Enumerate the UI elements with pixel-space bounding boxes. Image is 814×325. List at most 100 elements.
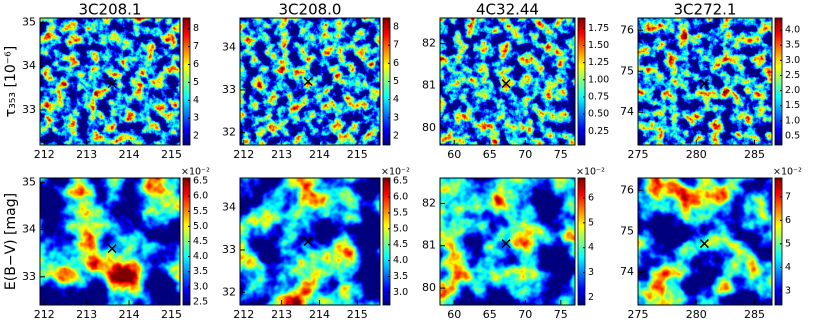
colorbar: [182, 17, 191, 146]
x-tick-label: 212: [233, 148, 254, 161]
colorbar-tick-label: 3: [588, 267, 594, 278]
x-tick-label: 213: [76, 148, 97, 161]
y-tick-label: 82: [422, 196, 436, 209]
colorbar-tick-label: 0.25: [588, 126, 609, 137]
x-tick-label: 213: [271, 148, 292, 161]
x-tick-label: 280: [686, 148, 707, 161]
panel-title: 3C272.1: [674, 1, 737, 19]
colorbar-tick-label: 6.5: [193, 176, 208, 187]
x-tick-label: 212: [233, 308, 254, 321]
colorbar-tick-label: 0.75: [588, 91, 609, 102]
colorbar-tick-label: 1.5: [785, 100, 800, 111]
colorbar-tick-label: 4: [193, 95, 199, 106]
x-tick-label: 213: [76, 308, 97, 321]
heatmap: [240, 18, 380, 145]
colorbar-tick-label: 5.0: [393, 223, 408, 234]
y-tick-label: 76: [620, 23, 634, 36]
x-tick-label: 214: [119, 148, 140, 161]
x-tick-label: 275: [628, 308, 649, 321]
heatmap: [638, 18, 772, 145]
colorbar-tick-label: 5: [785, 238, 791, 249]
y-tick-label: 33: [222, 243, 236, 256]
colorbar-tick-label: 2: [393, 130, 399, 141]
plot-frame: [39, 177, 181, 306]
y-tick-label: 34: [222, 201, 236, 214]
colorbar-offset-label: ×10⁻²: [381, 167, 410, 178]
colorbar-tick-label: 3.0: [193, 281, 208, 292]
colorbar-tick-label: 4: [393, 94, 399, 105]
panel-title: 4C32.44: [476, 1, 539, 19]
plot-frame: [439, 17, 576, 146]
source-marker: [699, 79, 709, 89]
x-tick-label: 285: [744, 148, 765, 161]
colorbar: [382, 177, 391, 306]
y-tick-label: 75: [620, 64, 634, 77]
colorbar-tick-label: 1.75: [588, 23, 609, 34]
x-tick-label: 214: [309, 308, 330, 321]
colorbar-tick-label: 4.0: [393, 255, 408, 266]
colorbar-tick-label: 3.0: [393, 287, 408, 298]
source-marker: [501, 239, 511, 249]
plot-frame: [439, 177, 576, 306]
colorbar-tick-label: 6.0: [393, 192, 408, 203]
y-tick-label: 34: [22, 223, 36, 236]
y-tick-label: 76: [620, 183, 634, 196]
colorbar-tick-label: 3: [393, 112, 399, 123]
colorbar-tick-label: 1.25: [588, 57, 609, 68]
y-tick-label: 32: [222, 285, 236, 298]
colorbar-offset-label: ×10⁻²: [576, 167, 605, 178]
heatmap: [638, 178, 772, 305]
colorbar-tick-label: 6: [193, 59, 199, 70]
colorbar-tick-label: 4.0: [193, 251, 208, 262]
y-tick-label: 34: [222, 41, 236, 54]
x-tick-label: 213: [271, 308, 292, 321]
x-tick-label: 215: [161, 148, 182, 161]
colorbar-tick-label: 6.0: [193, 191, 208, 202]
colorbar-tick-label: 3: [193, 113, 199, 124]
colorbar: [577, 177, 586, 306]
colorbar-tick-label: 7: [785, 191, 791, 202]
y-tick-label: 32: [222, 125, 236, 138]
x-tick-label: 285: [744, 308, 765, 321]
plot-frame: [39, 17, 181, 146]
x-tick-label: 215: [347, 308, 368, 321]
source-marker: [699, 239, 709, 249]
x-tick-label: 215: [347, 148, 368, 161]
x-tick-label: 60: [447, 148, 461, 161]
colorbar: [577, 17, 586, 146]
x-tick-label: 75: [554, 148, 568, 161]
source-marker: [303, 76, 313, 87]
colorbar-tick-label: 2: [588, 292, 594, 303]
colorbar-tick-label: 5.5: [193, 206, 208, 217]
x-tick-label: 70: [518, 148, 532, 161]
colorbar-tick-label: 3.5: [785, 40, 800, 51]
colorbar-tick-label: 3.5: [193, 266, 208, 277]
colorbar-tick-label: 4.0: [785, 25, 800, 36]
colorbar-tick-label: 0.50: [588, 109, 609, 120]
colorbar-tick-label: 3.0: [785, 55, 800, 66]
y-tick-label: 35: [22, 176, 36, 189]
colorbar-tick-label: 3: [785, 285, 791, 296]
x-tick-label: 212: [34, 148, 55, 161]
x-tick-label: 214: [119, 308, 140, 321]
x-tick-label: 75: [554, 308, 568, 321]
y-tick-label: 33: [22, 103, 36, 116]
heatmap: [240, 178, 380, 305]
y-axis-label: E(B−V) [mag]: [3, 193, 19, 290]
y-tick-label: 33: [222, 83, 236, 96]
colorbar: [774, 17, 783, 146]
colorbar-tick-label: 5.0: [193, 221, 208, 232]
colorbar-tick-label: 4: [588, 242, 594, 253]
colorbar-tick-label: 7: [393, 40, 399, 51]
colorbar-tick-label: 6: [588, 192, 594, 203]
colorbar-tick-label: 2.0: [785, 85, 800, 96]
source-marker: [107, 79, 117, 89]
x-tick-label: 280: [686, 308, 707, 321]
source-marker: [501, 79, 511, 89]
y-tick-label: 80: [422, 281, 436, 294]
x-tick-label: 275: [628, 148, 649, 161]
colorbar-tick-label: 0.5: [785, 130, 800, 141]
x-tick-label: 65: [483, 148, 497, 161]
